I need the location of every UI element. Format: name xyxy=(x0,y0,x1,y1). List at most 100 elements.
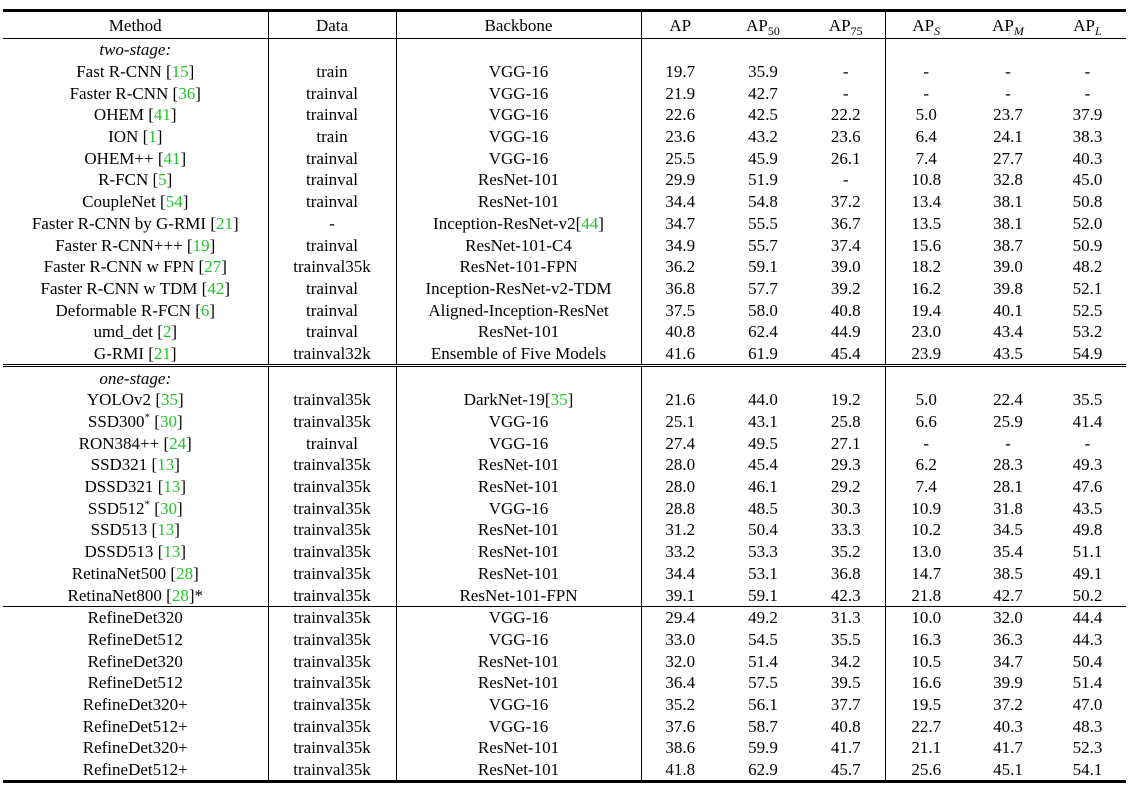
backbone-cell: ResNet-101-FPN xyxy=(395,584,641,607)
metric-apl: 37.9 xyxy=(1072,105,1103,125)
citation-link: 15 xyxy=(171,62,189,82)
metric-apm: 32.0 xyxy=(993,608,1023,628)
backbone-cell: DarkNet-19[35] xyxy=(395,389,641,411)
metric-aps: 18.2 xyxy=(884,255,967,278)
metric-ap75: - xyxy=(842,83,849,103)
method-cell: OHEM [41] xyxy=(93,105,177,125)
header-apm: APM xyxy=(967,10,1049,39)
backbone-cell: VGG-16 xyxy=(395,693,641,716)
metric-ap75: 40.8 xyxy=(830,716,861,736)
method-cell: Fast R-CNN [15] xyxy=(76,62,195,82)
empty-cell xyxy=(884,38,967,61)
metric-ap75: 31.3 xyxy=(830,608,861,628)
backbone-cell: ResNet-101 xyxy=(395,190,641,213)
metric-ap50: 53.3 xyxy=(748,542,778,562)
method-name: YOLOv2 xyxy=(86,390,152,410)
backbone-cell: ResNet-101-C4 xyxy=(395,234,641,256)
metric-ap50: 50.4 xyxy=(748,520,778,540)
metric-ap: 21.9 xyxy=(640,82,719,105)
citation-link: 2 xyxy=(162,322,172,342)
method-cell: SSD321 [13] xyxy=(90,455,180,475)
data-cell: trainval35k xyxy=(267,650,396,672)
citation-link: 28 xyxy=(171,585,189,605)
method-name: SSD300 xyxy=(87,412,145,432)
metric-ap75: 42.3 xyxy=(807,584,885,607)
metric-apl: 43.5 xyxy=(1072,498,1103,518)
metric-apm: 28.3 xyxy=(993,455,1023,475)
metric-aps: 16.3 xyxy=(884,628,967,651)
metric-apl: 40.3 xyxy=(1072,148,1103,168)
metric-ap75: 29.2 xyxy=(830,477,861,497)
metric-apm: 24.1 xyxy=(993,127,1023,147)
metric-ap: 34.4 xyxy=(640,562,719,585)
citation-link: 35 xyxy=(550,390,568,410)
method-name: Faster R-CNN xyxy=(69,83,169,103)
data-cell: trainval35k xyxy=(267,410,396,433)
table-row: Faster R-CNN w TDM [42] trainval Inception… xyxy=(3,277,1126,300)
backbone-name: ResNet-101-FPN xyxy=(459,257,578,277)
backbone-name: ResNet-101-FPN xyxy=(459,585,578,605)
method-name: RetinaNet800 xyxy=(67,585,162,605)
backbone-name: ResNet-101 xyxy=(477,542,560,562)
data-cell: trainval xyxy=(267,147,396,170)
backbone-name: ResNet-101 xyxy=(477,738,560,758)
backbone-name: Inception-ResNet-v2 xyxy=(433,213,576,233)
method-cell: RefineDet512 xyxy=(3,672,268,694)
metric-ap50: 44.0 xyxy=(748,390,778,410)
data-cell: trainval35k xyxy=(267,519,396,541)
metric-ap: 25.1 xyxy=(640,410,719,433)
backbone-cell: VGG-16 xyxy=(395,147,641,170)
method-name: RefineDet320+ xyxy=(82,694,188,714)
method-cell: CoupleNet [54] xyxy=(82,192,189,212)
metric-apl: 52.3 xyxy=(1072,738,1103,758)
empty-cell xyxy=(395,365,641,389)
metric-apl: 49.8 xyxy=(1072,520,1103,540)
method-name: RefineDet512+ xyxy=(82,716,188,736)
method-name: SSD321 xyxy=(90,455,148,475)
method-cell: SSD512* [30] xyxy=(87,498,183,518)
backbone-cell: ResNet-101 xyxy=(395,671,641,694)
backbone-name: VGG-16 xyxy=(488,694,549,714)
metric-apl: 52.1 xyxy=(1072,278,1103,298)
method-name: RON384++ xyxy=(78,433,160,453)
backbone-name: ResNet-101 xyxy=(477,651,560,671)
citation-link: 13 xyxy=(163,542,181,562)
metric-ap50: 61.9 xyxy=(719,342,807,368)
empty-cell xyxy=(719,39,807,61)
metric-apl: 50.8 xyxy=(1072,192,1103,212)
metric-apl: 51.4 xyxy=(1072,673,1103,693)
metric-ap75: 26.1 xyxy=(830,148,861,168)
citation-link: 44 xyxy=(581,213,599,233)
backbone-cell: VGG-16 xyxy=(395,104,641,126)
metric-apm: 45.1 xyxy=(967,758,1049,784)
header-apl: APL xyxy=(1049,10,1126,39)
metric-ap: 22.6 xyxy=(640,104,719,126)
method-cell: RefineDet320+ xyxy=(3,694,268,716)
metric-aps: 10.5 xyxy=(884,650,967,672)
metric-ap: 35.2 xyxy=(640,693,719,716)
data-cell: trainval35k xyxy=(267,584,396,607)
metric-apl: 52.0 xyxy=(1072,213,1103,233)
metric-aps: 15.6 xyxy=(884,234,967,256)
method-name: Fast R-CNN xyxy=(76,62,162,82)
empty-cell xyxy=(719,366,807,389)
metric-apl: 49.1 xyxy=(1072,563,1103,583)
data-cell: trainval35k xyxy=(267,628,396,651)
data-cell: trainval xyxy=(267,277,396,300)
metric-ap: 39.1 xyxy=(640,584,719,607)
metric-ap75: 27.1 xyxy=(830,433,861,453)
metric-apm: 43.4 xyxy=(993,322,1023,342)
metric-aps: 22.7 xyxy=(884,715,967,737)
data-cell: trainval35k xyxy=(267,475,396,498)
method-cell: ION [1] xyxy=(108,127,163,147)
metric-aps: - xyxy=(884,432,967,455)
table-row: RefineDet512 trainval35k ResNet-101 36.4 57.… xyxy=(3,671,1126,694)
method-name: ION xyxy=(108,127,139,147)
group-label-row: two-stage: xyxy=(3,38,1126,61)
citation-link: 13 xyxy=(157,520,175,540)
backbone-cell: ResNet-101 xyxy=(395,540,641,563)
backbone-cell: VGG-16 xyxy=(395,410,641,433)
method-cell: SSD300* [30] xyxy=(87,411,183,432)
metric-ap50: 55.7 xyxy=(748,235,778,255)
table-row: OHEM++ [41] trainval VGG-16 25.5 45.9 26.1 7.4… xyxy=(3,147,1126,170)
